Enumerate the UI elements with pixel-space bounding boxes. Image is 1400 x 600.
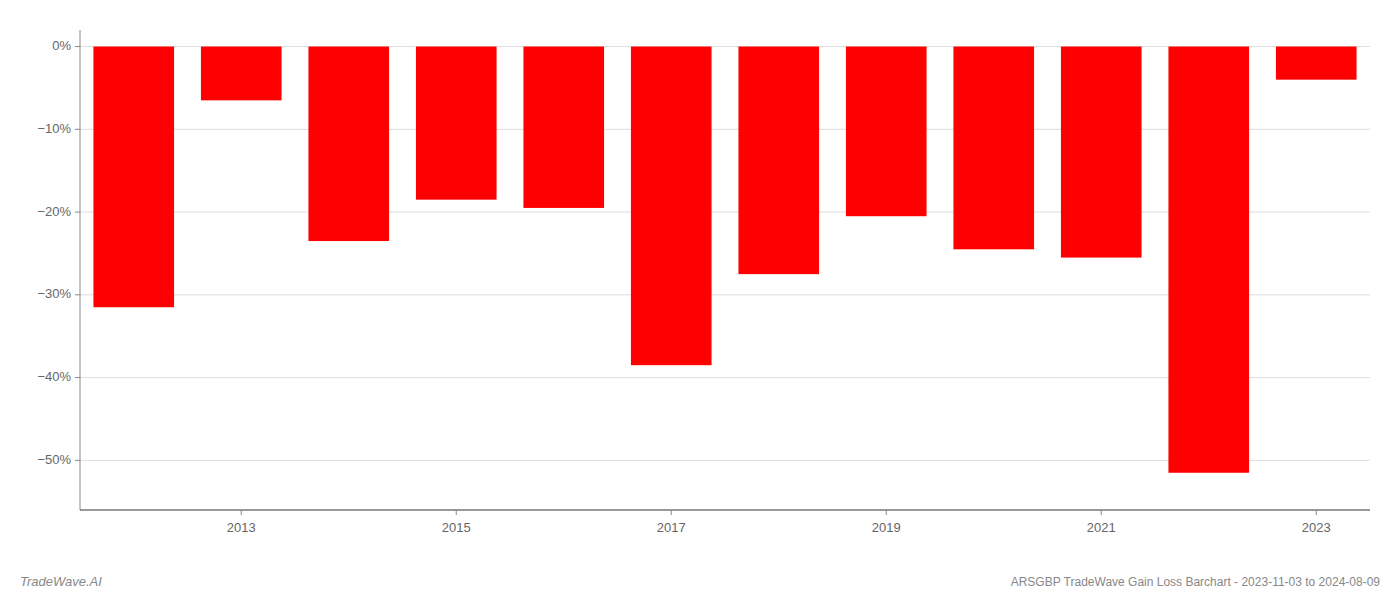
y-tick-label: −50%	[37, 452, 71, 467]
bar	[201, 47, 282, 101]
y-tick-label: −40%	[37, 369, 71, 384]
y-tick	[75, 294, 80, 295]
bar	[93, 47, 174, 308]
x-tick-label: 2019	[872, 520, 901, 535]
footer-left: TradeWave.AI	[20, 574, 102, 589]
bar	[631, 47, 712, 366]
bars	[93, 47, 1356, 473]
x-axis-line	[80, 510, 1370, 511]
y-axis-line	[80, 30, 81, 510]
y-tick-label: −10%	[37, 121, 71, 136]
bar	[1168, 47, 1249, 473]
bar	[416, 47, 497, 200]
bar	[953, 47, 1034, 250]
x-tick	[241, 510, 242, 515]
y-tick-label: −30%	[37, 286, 71, 301]
bar	[1061, 47, 1142, 258]
bar	[1276, 47, 1357, 80]
x-tick-label: 2017	[657, 520, 686, 535]
x-tick-label: 2023	[1302, 520, 1331, 535]
x-tick-label: 2013	[227, 520, 256, 535]
footer-right: ARSGBP TradeWave Gain Loss Barchart - 20…	[1011, 575, 1381, 589]
x-tick-label: 2021	[1087, 520, 1116, 535]
x-tick	[671, 510, 672, 515]
bar	[738, 47, 819, 275]
bar	[846, 47, 927, 217]
chart-svg: 0%−10%−20%−30%−40%−50%201320152017201920…	[0, 0, 1400, 600]
bar	[523, 47, 604, 208]
y-tick-label: −20%	[37, 204, 71, 219]
x-tick	[886, 510, 887, 515]
y-tick	[75, 129, 80, 130]
y-tick	[75, 212, 80, 213]
y-tick	[75, 377, 80, 378]
y-tick	[75, 46, 80, 47]
x-tick-label: 2015	[442, 520, 471, 535]
x-axis: 2013 2015 2017 2019 2021 2023	[227, 510, 1331, 535]
y-tick-label: 0%	[52, 38, 71, 53]
x-tick	[1101, 510, 1102, 515]
x-tick	[1316, 510, 1317, 515]
x-tick	[456, 510, 457, 515]
chart-container: 0%−10%−20%−30%−40%−50%201320152017201920…	[0, 0, 1400, 600]
y-tick	[75, 460, 80, 461]
bar	[308, 47, 389, 241]
